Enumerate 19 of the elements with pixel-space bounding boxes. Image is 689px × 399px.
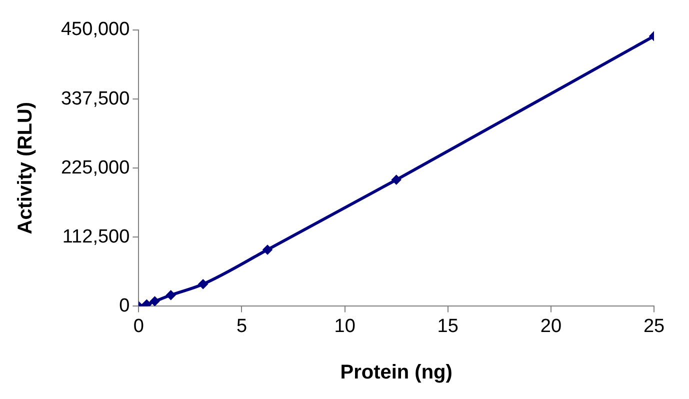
point xyxy=(150,296,160,306)
y-tick-label: 225,000 xyxy=(60,157,130,178)
x-tick-label: 0 xyxy=(133,316,144,337)
y-tick-label: 112,500 xyxy=(62,226,130,248)
point xyxy=(166,290,176,300)
x-tick-label: 5 xyxy=(236,316,248,337)
y-tick-label: 450,000 xyxy=(60,19,130,40)
y-tick-label: 0 xyxy=(119,295,130,316)
point xyxy=(198,280,208,289)
x-tick-label: 25 xyxy=(643,316,665,337)
x-tick-label: 10 xyxy=(334,316,356,337)
point xyxy=(142,300,152,306)
x-axis-title: Protein (ng) xyxy=(340,362,452,384)
x-tick-label: 20 xyxy=(540,316,562,337)
y-axis-title: Activity (RLU) xyxy=(14,102,37,234)
point xyxy=(392,175,401,184)
x-tick-label: 15 xyxy=(437,316,458,337)
y-tick-label: 337,500 xyxy=(60,88,130,110)
point xyxy=(263,245,272,254)
